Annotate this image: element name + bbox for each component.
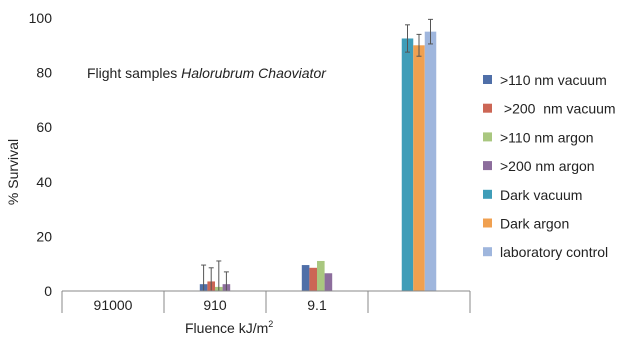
y-axis-title: % Survival <box>5 139 21 205</box>
legend-label: >200 nm argon <box>500 158 595 174</box>
x-axis-title-superscript: 2 <box>268 319 273 329</box>
y-tick-label: 60 <box>36 119 52 135</box>
legend-swatch <box>483 75 492 84</box>
x-axis-title-main: Fluence kJ/m <box>185 320 268 336</box>
x-tick-label: 910 <box>203 297 227 313</box>
legend-swatch <box>483 103 492 113</box>
bar <box>309 267 317 291</box>
y-tick-label: 100 <box>29 10 53 26</box>
x-tick-label: 9.1 <box>307 297 327 313</box>
bar <box>413 45 425 291</box>
legend-swatch <box>483 161 492 171</box>
legend-swatch <box>483 189 492 199</box>
legend-label: >110 nm argon <box>500 129 594 145</box>
error-bars-layer <box>201 18 433 291</box>
y-tick-label: 20 <box>36 228 52 244</box>
annotation-organism: Halorubrum Chaoviator <box>181 65 327 81</box>
bar <box>317 260 325 291</box>
x-tick-label: 91000 <box>94 297 133 313</box>
legend-label: Dark argon <box>500 216 569 232</box>
y-tick-label: 40 <box>36 174 52 190</box>
legend-label: laboratory control <box>500 244 608 260</box>
legend-swatch <box>483 218 492 228</box>
legend-label: Dark vacuum <box>500 187 582 203</box>
annotation-text: Flight samples Halorubrum Chaoviator <box>87 65 327 81</box>
bar <box>324 273 333 291</box>
legend-label: >200 nm vacuum <box>500 101 616 117</box>
legend-swatch <box>483 132 492 142</box>
bar <box>301 265 310 291</box>
axes-layer: 0 20 40 60 80 100 91000 910 9.1 <box>29 10 471 313</box>
annotation-prefix: Flight samples <box>87 65 181 81</box>
bar <box>424 31 437 292</box>
x-axis-title: Fluence kJ/m2 <box>185 319 273 336</box>
legend-label: >110 nm vacuum <box>500 72 607 88</box>
bar <box>401 38 414 291</box>
y-tick-label: 80 <box>36 65 52 81</box>
legend: >110 nm vacuum >200 nm vacuum >110 nm arg… <box>483 72 616 260</box>
y-tick-label: 0 <box>44 283 52 299</box>
legend-swatch <box>483 247 492 257</box>
